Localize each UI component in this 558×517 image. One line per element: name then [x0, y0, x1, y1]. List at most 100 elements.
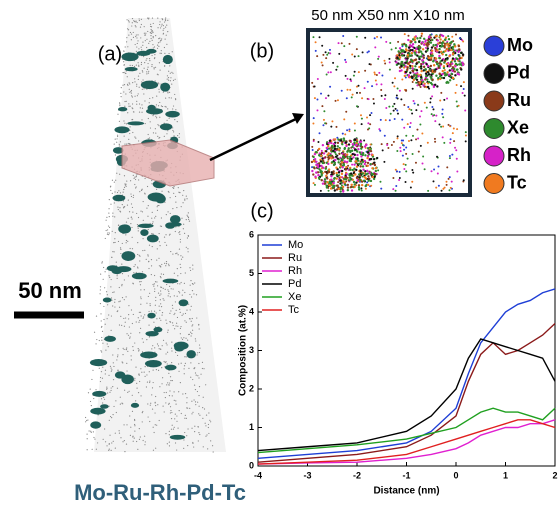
atom	[451, 154, 453, 156]
dot	[145, 193, 146, 194]
dot	[144, 33, 145, 34]
atom	[449, 176, 451, 178]
atom	[416, 37, 418, 39]
dot	[134, 419, 135, 420]
dot	[159, 241, 160, 242]
dot	[149, 137, 150, 138]
legend-sphere	[484, 174, 504, 194]
dot	[170, 296, 171, 297]
atom	[370, 143, 372, 145]
dot	[103, 279, 104, 280]
dot	[111, 442, 112, 443]
atom	[396, 57, 398, 59]
dot	[155, 396, 156, 397]
atom	[401, 142, 403, 144]
legend-label: Mo	[288, 239, 303, 251]
dot	[157, 285, 158, 286]
atom	[418, 41, 420, 43]
dot	[184, 368, 185, 369]
dot	[142, 211, 143, 212]
dot	[91, 379, 92, 380]
dot	[130, 180, 131, 181]
cluster	[179, 299, 189, 306]
atom	[455, 149, 457, 151]
atom	[344, 156, 346, 158]
dot	[85, 417, 86, 418]
atom	[337, 66, 339, 68]
atom	[446, 71, 448, 73]
atom	[392, 188, 394, 190]
dot	[119, 430, 120, 431]
dot	[99, 293, 100, 294]
dot	[152, 221, 153, 222]
atom	[451, 36, 453, 38]
dot	[169, 313, 170, 314]
dot	[141, 19, 142, 20]
dot	[122, 441, 123, 442]
atom	[449, 157, 451, 159]
atom	[456, 105, 458, 107]
dot	[135, 187, 136, 188]
dot	[159, 265, 160, 266]
dot	[172, 308, 173, 309]
dot	[117, 275, 118, 276]
dot	[155, 132, 156, 133]
atom	[365, 144, 367, 146]
dot	[159, 386, 160, 387]
atom	[435, 35, 437, 37]
dot	[128, 318, 129, 319]
atom	[367, 175, 369, 177]
dot	[128, 103, 129, 104]
atom	[388, 106, 390, 108]
dot	[112, 213, 113, 214]
dot	[148, 268, 149, 269]
dot	[142, 271, 143, 272]
dot	[205, 384, 206, 385]
x-tick-label: -4	[254, 470, 262, 480]
dot	[205, 423, 206, 424]
dot	[133, 350, 134, 351]
dot	[119, 105, 120, 106]
dot	[155, 128, 156, 129]
dot	[195, 401, 196, 402]
dot	[180, 273, 181, 274]
dot	[192, 379, 193, 380]
dot	[190, 362, 191, 363]
dot	[114, 238, 115, 239]
dot	[159, 53, 160, 54]
dot	[166, 261, 167, 262]
dot	[139, 428, 140, 429]
atom	[348, 147, 350, 149]
dot	[103, 306, 104, 307]
dot	[151, 218, 152, 219]
dot	[176, 253, 177, 254]
dot	[111, 257, 112, 258]
atom	[360, 170, 362, 172]
dot	[141, 112, 142, 113]
atom	[336, 177, 338, 179]
dot	[190, 309, 191, 310]
dot	[112, 292, 113, 293]
dot	[133, 266, 134, 267]
atom	[442, 116, 444, 118]
y-tick-label: 5	[249, 268, 254, 278]
atom	[326, 177, 328, 179]
dot	[132, 18, 133, 19]
dot	[160, 70, 161, 71]
atom	[412, 135, 414, 137]
dot	[171, 72, 172, 73]
dot	[133, 37, 134, 38]
dot	[171, 97, 172, 98]
atom	[322, 144, 324, 146]
atom	[329, 86, 331, 88]
cluster	[155, 194, 166, 203]
dot	[185, 313, 186, 314]
atom	[449, 142, 451, 144]
dot	[96, 339, 97, 340]
dot	[159, 38, 160, 39]
atom	[443, 65, 445, 67]
dot	[193, 399, 194, 400]
dot	[148, 229, 149, 230]
dot	[206, 415, 207, 416]
dot	[97, 442, 98, 443]
